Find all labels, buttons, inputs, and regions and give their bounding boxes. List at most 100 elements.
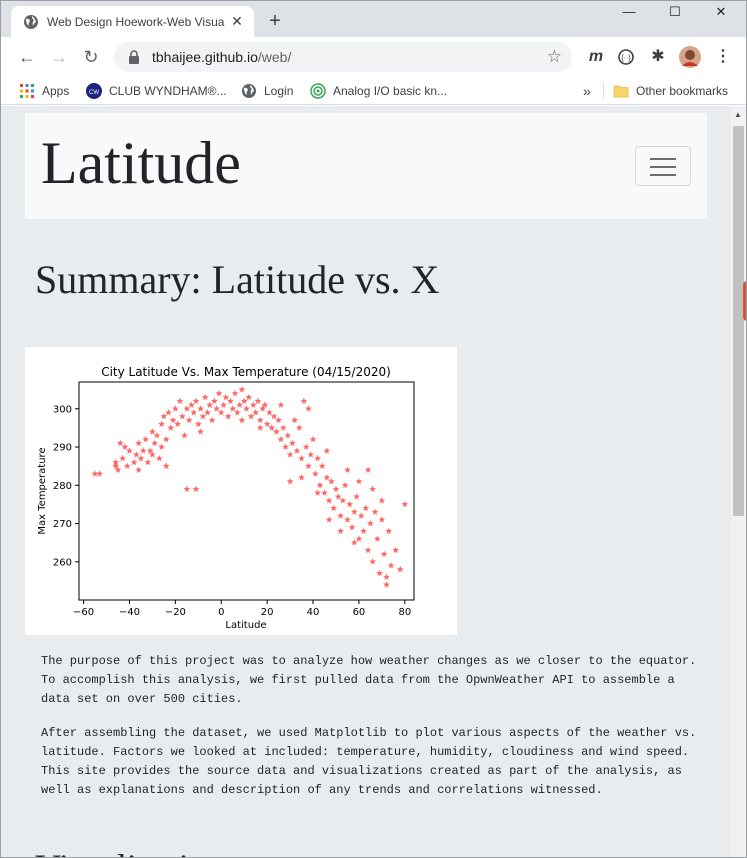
maximize-icon[interactable]: ☐: [669, 4, 681, 19]
data-point: [323, 474, 331, 481]
page-scrollbar[interactable]: ▲: [731, 106, 746, 857]
side-panel-tab[interactable]: [743, 281, 746, 321]
navbar-brand[interactable]: Latitude: [41, 130, 241, 196]
other-bookmarks[interactable]: Other bookmarks: [613, 81, 728, 101]
data-point: [123, 462, 131, 470]
plot-frame: [78, 381, 415, 601]
window-close-icon[interactable]: ✕: [715, 4, 727, 19]
bookmark-club-wyndham[interactable]: CW CLUB WYNDHAM®...: [86, 81, 227, 101]
puzzle-icon[interactable]: ✱: [651, 48, 665, 65]
hamburger-icon-bar: [650, 166, 676, 168]
data-point: [139, 447, 147, 454]
data-point: [126, 447, 133, 454]
reload-icon[interactable]: ↻: [83, 47, 99, 67]
scroll-up-icon[interactable]: ▲: [734, 110, 742, 119]
data-point: [165, 409, 172, 416]
data-point: [238, 416, 246, 424]
data-point: [231, 389, 239, 397]
x-tick-label: 80: [398, 607, 411, 618]
data-point: [334, 493, 342, 500]
data-point: [149, 451, 156, 458]
data-point: [387, 561, 395, 569]
url-text: tbhaijee.github.io/web/: [152, 49, 292, 65]
data-point: [300, 397, 308, 405]
data-point: [91, 470, 99, 477]
back-arrow-icon[interactable]: ←: [18, 47, 36, 67]
x-tick-label: 0: [218, 607, 224, 618]
data-point: [233, 409, 241, 416]
data-point: [112, 458, 120, 466]
data-point: [332, 485, 340, 492]
page-viewport: Latitude Summary: Latitude vs. X City La…: [1, 106, 731, 857]
bookmark-star-icon[interactable]: ☆: [546, 47, 562, 66]
data-point: [362, 504, 370, 512]
avatar[interactable]: [678, 45, 702, 69]
data-point: [330, 504, 338, 512]
minimize-icon[interactable]: —: [622, 4, 636, 19]
browser-tab[interactable]: Web Design Hoework-Web Visua ✕: [11, 6, 254, 37]
data-point: [383, 573, 390, 580]
data-point: [323, 447, 331, 454]
data-point: [185, 416, 193, 424]
data-point: [286, 451, 294, 458]
data-point: [247, 412, 255, 420]
visualizations-heading: Visualizations: [35, 846, 239, 857]
data-point: [236, 401, 244, 408]
new-tab-icon[interactable]: +: [269, 10, 281, 32]
data-point: [309, 435, 317, 443]
data-point: [279, 424, 287, 431]
data-point: [346, 500, 354, 508]
data-point: [146, 447, 154, 454]
data-point: [238, 386, 246, 393]
data-point: [176, 397, 184, 405]
data-point: [96, 470, 104, 477]
data-point: [307, 451, 315, 458]
data-point: [282, 443, 289, 450]
data-point: [162, 462, 170, 470]
data-point: [135, 439, 143, 447]
navbar-toggler-button[interactable]: [635, 146, 691, 186]
data-point: [190, 409, 198, 416]
forward-arrow-icon[interactable]: →: [50, 47, 68, 67]
data-point: [206, 401, 214, 408]
data-point: [355, 535, 363, 542]
bookmark-login[interactable]: Login: [241, 81, 293, 101]
y-tick-label: 260: [53, 557, 72, 568]
data-point: [259, 405, 266, 412]
data-point: [160, 412, 168, 420]
scatter-chart: City Latitude Vs. Max Temperature (04/15…: [37, 365, 415, 631]
address-bar[interactable]: tbhaijee.github.io/web/ ☆: [114, 42, 572, 72]
data-point: [318, 462, 326, 470]
data-point: [201, 393, 209, 401]
menu-dots-icon[interactable]: ⋮: [715, 48, 731, 65]
extension-circle-icon[interactable]: {··}: [614, 45, 638, 69]
data-point: [252, 409, 260, 416]
intro-paragraph: The purpose of this project was to analy…: [41, 654, 697, 706]
data-point: [366, 519, 374, 527]
data-point: [268, 424, 276, 431]
method-paragraph: After assembling the dataset, we used Ma…: [41, 726, 697, 797]
globe-icon: [24, 14, 38, 29]
data-point: [277, 435, 285, 443]
m-extension-icon[interactable]: m: [588, 48, 604, 65]
data-point: [256, 424, 264, 431]
bookmarks-overflow-icon[interactable]: »: [583, 83, 591, 99]
data-point: [383, 581, 390, 588]
data-point: [197, 405, 205, 412]
data-point: [325, 516, 333, 523]
data-point: [144, 458, 152, 466]
folder-icon: [613, 85, 629, 98]
tab-close-icon[interactable]: ✕: [231, 13, 243, 29]
data-point: [132, 451, 140, 458]
data-point: [153, 431, 161, 439]
bookmark-analog-io[interactable]: Analog I/O basic kn...: [310, 81, 447, 101]
scrollbar-thumb[interactable]: [733, 126, 744, 516]
data-point: [327, 477, 335, 485]
globe-icon: [242, 84, 256, 98]
data-point: [208, 416, 216, 424]
data-point: [121, 443, 129, 450]
data-point: [135, 466, 143, 473]
bookmark-apps[interactable]: Apps: [19, 81, 69, 101]
data-point: [378, 516, 386, 523]
club-wyndham-icon: CW: [86, 83, 102, 99]
